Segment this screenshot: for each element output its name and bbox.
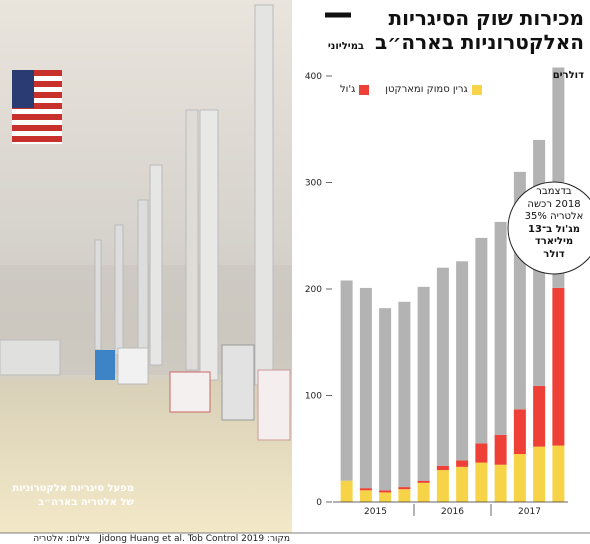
bar-segment xyxy=(513,409,526,455)
bar-segment xyxy=(379,308,392,491)
bar-segment xyxy=(552,287,565,446)
bar-segment xyxy=(533,446,546,502)
bar-segment xyxy=(513,454,526,502)
bar-segment xyxy=(398,489,411,502)
y-tick-label: 200 xyxy=(305,285,322,295)
x-group-label: 2016 xyxy=(441,507,464,517)
source: מקור: Jidong Huang et al. Tob Control 20… xyxy=(99,534,290,544)
annotation-line: בדצמבר xyxy=(536,186,572,197)
bar-segment xyxy=(398,487,411,490)
bar-segment xyxy=(494,434,507,465)
y-tick-label: 300 xyxy=(305,179,322,189)
bar-segment xyxy=(398,301,411,488)
annotation-line: 2018 רכשה xyxy=(527,198,581,210)
title-block: מכירות שוק הסיגריות האלקטרוניות בארה״ב ב… xyxy=(304,6,584,88)
bar-segment xyxy=(359,287,372,489)
legend-swatch xyxy=(471,84,482,95)
annotation-line: מיליארד xyxy=(534,236,574,247)
legend-label: גרין סמוק ומארקטן xyxy=(385,84,468,95)
bar-segment xyxy=(417,286,430,481)
bar-segment xyxy=(436,470,449,502)
bar-segment xyxy=(340,480,353,502)
bar-segment xyxy=(340,280,353,481)
x-group-label: 2015 xyxy=(364,507,387,517)
chart-title: מכירות שוק הסיגריות האלקטרוניות בארה״ב xyxy=(375,6,584,54)
annotation-line: דולר xyxy=(543,248,565,260)
bar-segment xyxy=(475,443,488,463)
photo-caption: מפעל סיגריות אלקטרוניות של אלטריה בארה״ב xyxy=(12,483,134,508)
bar-segment xyxy=(417,482,430,502)
bar-segment xyxy=(494,221,507,435)
bar-segment xyxy=(456,460,469,467)
bar-segment xyxy=(379,490,392,493)
bar-segment xyxy=(436,465,449,471)
annotation-circle xyxy=(507,181,590,275)
bar-segment xyxy=(494,464,507,502)
bar-segment xyxy=(533,385,546,447)
legend: גרין סמוק ומארקטן ג'ול xyxy=(340,84,482,95)
bar-segment xyxy=(379,492,392,502)
annotation-line: אלטריה 35% xyxy=(524,211,584,222)
legend-item: גרין סמוק ומארקטן xyxy=(385,84,482,95)
chart-subtitle: במיליוני דולרים xyxy=(327,41,584,81)
bar-segment xyxy=(417,480,430,483)
bar-segment xyxy=(436,267,449,466)
y-tick-label: 400 xyxy=(305,72,322,82)
legend-swatch xyxy=(359,84,370,95)
photo xyxy=(0,0,292,533)
bar-segment xyxy=(359,488,372,491)
y-tick-label: 100 xyxy=(305,392,322,402)
bar-segment xyxy=(475,237,488,444)
bar-segment xyxy=(552,445,565,502)
bar-segment xyxy=(359,490,372,502)
bar-segment xyxy=(456,261,469,461)
annotation: בדצמבר 2018 רכשה אלטריה 35% מג'ול ב־13 מיליא… xyxy=(508,186,590,261)
legend-label: ג'ול xyxy=(340,84,356,95)
y-tick-label: 0 xyxy=(316,498,322,508)
annotation-line: מג'ול ב־13 xyxy=(528,223,580,235)
legend-item: ג'ול xyxy=(340,84,370,95)
bar-segment xyxy=(456,466,469,502)
bar-segment xyxy=(475,462,488,502)
x-group-label: 2017 xyxy=(518,507,541,517)
photo-credit: צילום: אלטריה xyxy=(33,534,90,544)
